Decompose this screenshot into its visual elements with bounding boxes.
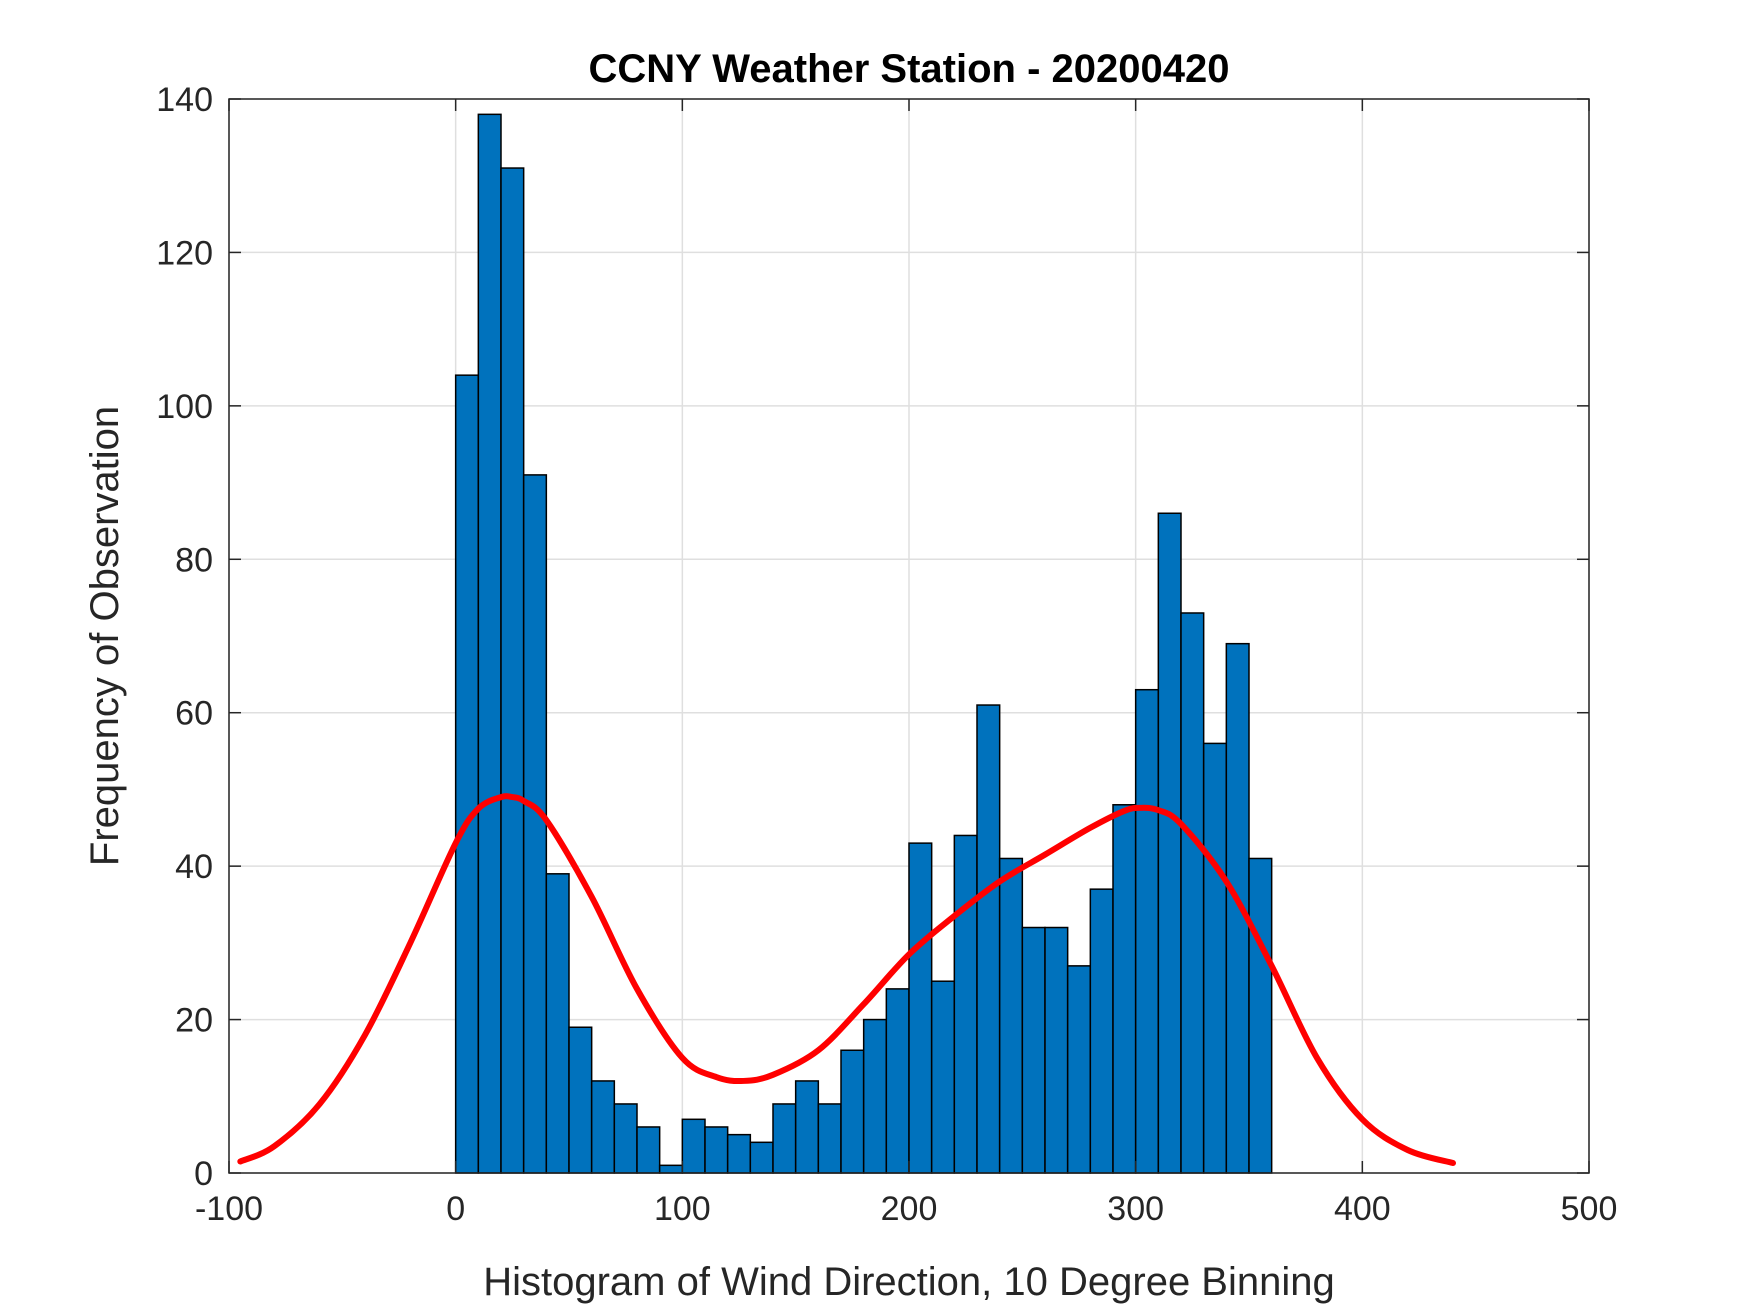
y-tick-label: 20	[175, 1002, 213, 1040]
histogram-bar	[1044, 926, 1069, 1174]
histogram-bar	[613, 1103, 638, 1174]
x-tick-label: -100	[195, 1190, 263, 1228]
histogram-bar	[953, 834, 978, 1174]
histogram-bar	[681, 1118, 706, 1174]
y-tick-label: 140	[156, 81, 213, 119]
histogram-bar	[658, 1164, 684, 1174]
x-tick-label: 500	[1561, 1190, 1618, 1228]
x-tick-label: 200	[881, 1190, 938, 1228]
histogram-bar	[1021, 926, 1046, 1174]
histogram-bar	[862, 1018, 888, 1174]
fit-curve-group	[237, 793, 1456, 1167]
histogram-bar	[522, 474, 548, 1174]
y-tick-label: 60	[175, 695, 213, 733]
y-tick-label: 100	[156, 388, 213, 426]
histogram-bar	[545, 873, 570, 1174]
x-tick-label: 400	[1334, 1190, 1391, 1228]
histogram-bar	[477, 113, 502, 1174]
histogram-bar	[908, 842, 933, 1174]
y-tick-label: 120	[156, 234, 213, 272]
histogram-bar	[1180, 612, 1205, 1174]
histogram-bar	[749, 1141, 774, 1174]
histogram-bar	[454, 374, 480, 1174]
histogram-bar	[840, 1049, 865, 1174]
y-tick-label: 40	[175, 848, 213, 886]
histogram-bar	[1066, 965, 1092, 1174]
histogram-bar	[500, 167, 525, 1174]
histogram-bar	[976, 704, 1001, 1174]
histogram-bar	[726, 1133, 752, 1174]
x-axis-label: Histogram of Wind Direction, 10 Degree B…	[483, 1260, 1335, 1304]
fit-curve-line	[237, 793, 1456, 1167]
histogram-bar	[1225, 642, 1250, 1174]
histogram-bars	[454, 113, 1273, 1174]
histogram-bar	[1134, 688, 1160, 1174]
histogram-bar	[1248, 857, 1273, 1174]
histogram-bar	[1089, 888, 1114, 1174]
y-axis-label: Frequency of Observation	[83, 406, 127, 866]
histogram-bar	[568, 1026, 593, 1174]
histogram-bar	[1112, 804, 1137, 1174]
histogram-bar	[794, 1080, 820, 1174]
histogram-bar	[930, 980, 956, 1174]
histogram-bar	[998, 857, 1024, 1174]
histogram-bar	[817, 1103, 842, 1174]
x-tick-label: 0	[446, 1190, 465, 1228]
histogram-bar	[1202, 742, 1228, 1174]
x-tick-label: 100	[654, 1190, 711, 1228]
x-tick-label: 300	[1107, 1190, 1164, 1228]
y-tick-label: 0	[194, 1155, 213, 1193]
chart-title: CCNY Weather Station - 20200420	[589, 47, 1230, 91]
histogram-bar	[772, 1103, 797, 1174]
y-tick-label: 80	[175, 541, 213, 579]
histogram-bar	[636, 1126, 661, 1174]
histogram-bar	[590, 1080, 616, 1174]
histogram-bar	[704, 1126, 729, 1174]
histogram-bar	[1157, 512, 1182, 1174]
histogram-bar	[885, 988, 910, 1174]
